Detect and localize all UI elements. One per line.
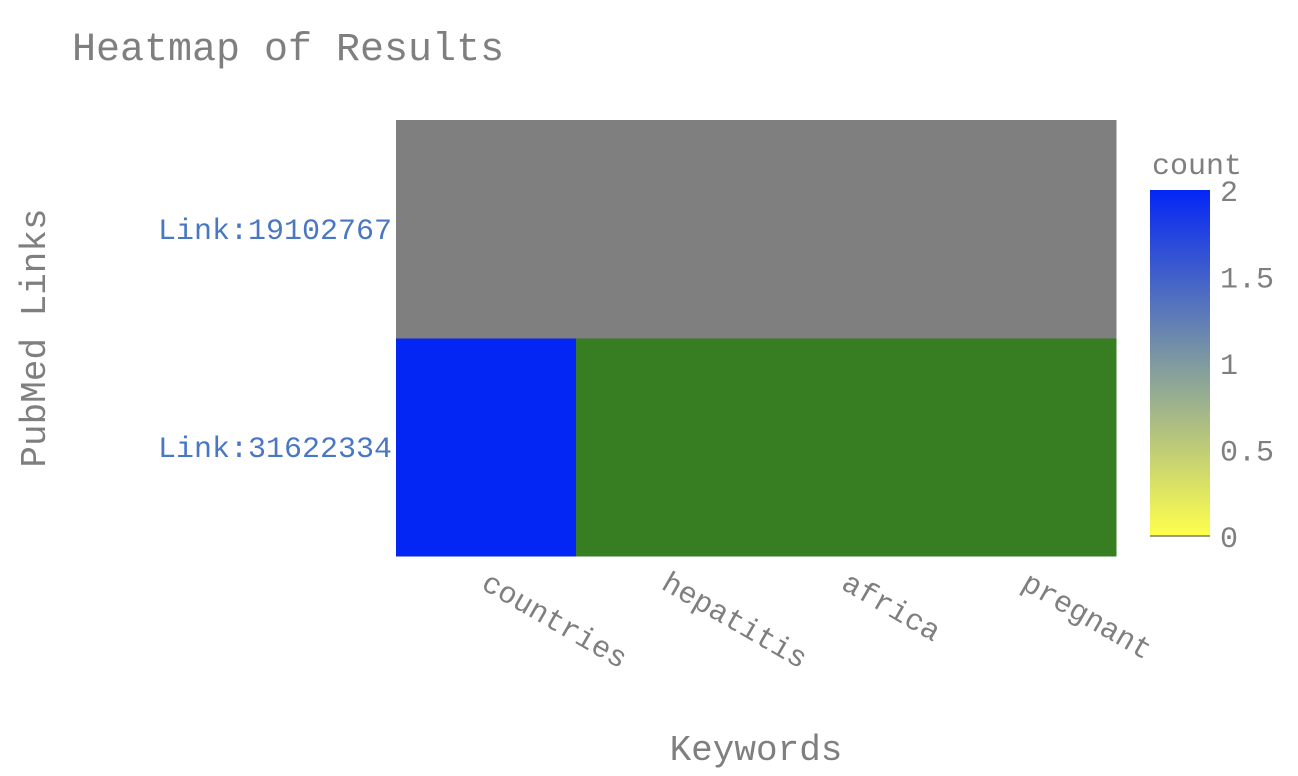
colorbar-tick-label: 1 bbox=[1220, 350, 1238, 384]
heatmap-cell-Link:19102767-countries bbox=[396, 120, 577, 339]
y-tick-link[interactable]: Link:19102767 bbox=[158, 215, 392, 249]
y-axis-title: PubMed Links bbox=[15, 208, 56, 467]
chart-title: Heatmap of Results bbox=[72, 28, 504, 73]
heatmap-cell-Link:19102767-africa bbox=[756, 120, 937, 339]
heatmap-cell-Link:19102767-pregnant bbox=[936, 120, 1117, 339]
colorbar-tick-label: 0 bbox=[1220, 523, 1238, 557]
heatmap-cell-Link:31622334-pregnant bbox=[936, 338, 1117, 557]
x-axis-ticks: countries hepatitis africa pregnant bbox=[475, 567, 1157, 677]
heatmap-cell-Link:31622334-hepatitis bbox=[576, 338, 757, 557]
x-tick-label: pregnant bbox=[1015, 567, 1157, 668]
colorbar-title: count bbox=[1152, 150, 1242, 184]
colorbar-tick-label: 2 bbox=[1220, 177, 1238, 211]
x-tick-label: countries bbox=[475, 567, 632, 677]
x-tick-label: hepatitis bbox=[655, 567, 812, 677]
plot-area bbox=[396, 120, 1117, 557]
heatmap-cell-Link:19102767-hepatitis bbox=[576, 120, 757, 339]
heatmap-cell-Link:31622334-countries bbox=[396, 338, 577, 557]
colorbar-tick-label: 0.5 bbox=[1220, 437, 1274, 471]
colorbar: count 0 0.5 1 1.5 2 bbox=[1150, 150, 1274, 557]
y-tick-link[interactable]: Link:31622334 bbox=[158, 433, 392, 467]
y-axis-ticks: Link:31622334 Link:19102767 bbox=[158, 215, 392, 467]
heatmap-cell-Link:31622334-africa bbox=[756, 338, 937, 557]
x-axis-title: Keywords bbox=[670, 730, 843, 771]
x-tick-label: africa bbox=[835, 567, 946, 650]
colorbar-gradient bbox=[1150, 190, 1210, 536]
colorbar-tick-label: 1.5 bbox=[1220, 264, 1274, 298]
colorbar-ticks: 0 0.5 1 1.5 2 bbox=[1150, 177, 1274, 557]
